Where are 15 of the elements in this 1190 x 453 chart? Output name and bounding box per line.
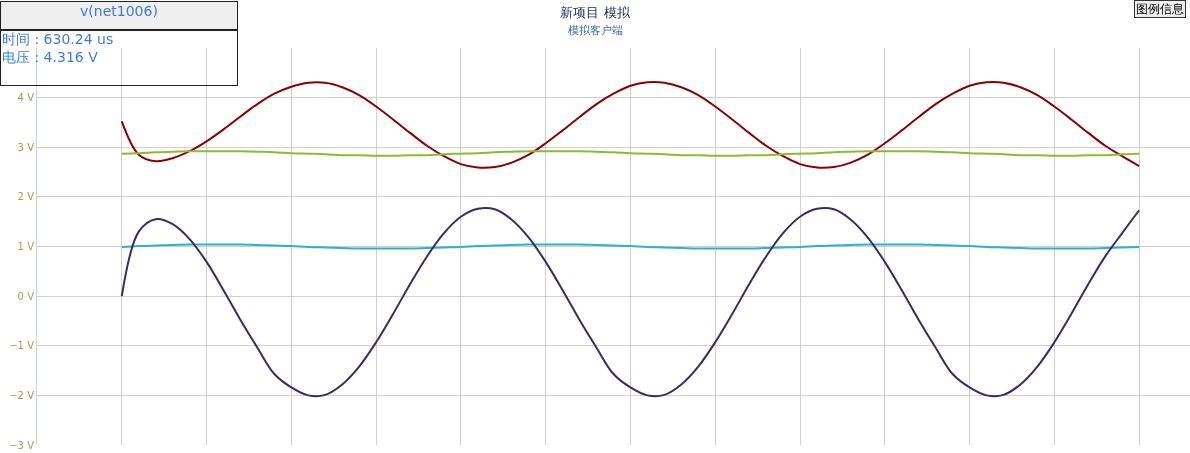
y-tick-label: 3 V [17,141,35,153]
chart-subtitle: 模拟客户端 [568,24,623,37]
text: 时间 : 630.24 us 电压 : 4.316 V [2,31,114,66]
y-tick-label: −1 V [9,340,35,352]
y-tick-label: 0 V [17,290,35,302]
chart-title: 新项目 模拟 [560,5,631,21]
y-tick-label: 1 V [17,241,35,252]
text: v(net1006) [80,3,158,19]
line-series [120,80,1141,169]
text: 图例信息 [1136,2,1184,16]
y-tick-label: −2 V [9,389,35,401]
y-tick-label: 4 V [17,92,35,104]
y-tick-label: −3 V [9,439,35,451]
line-series [120,207,1141,398]
y-tick-label: 2 V [17,191,35,203]
